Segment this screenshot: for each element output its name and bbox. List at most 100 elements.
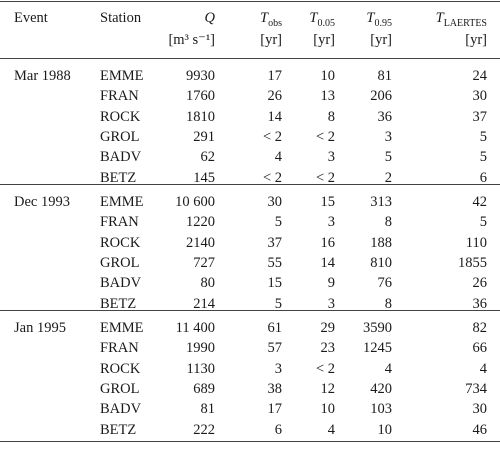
value-cell: 1245: [363, 340, 392, 357]
value-cell: 3: [327, 214, 335, 231]
value-cell: 12: [320, 380, 336, 397]
value-cell: 37: [472, 108, 488, 125]
value-cell: 110: [465, 234, 487, 251]
column-subscript: LAERTES: [443, 17, 487, 29]
value-cell: 66: [472, 340, 488, 357]
value-cell: 222: [193, 421, 215, 438]
value-cell: 10: [320, 68, 336, 84]
value-cell: 57: [267, 340, 283, 357]
column-symbol: T0.95: [366, 10, 393, 29]
value-cell: 420: [370, 380, 392, 397]
value-cell: 9930: [186, 68, 215, 84]
value-cell: 6: [274, 421, 282, 438]
value-cell: 17: [267, 68, 283, 84]
column-unit: [yr]: [260, 32, 282, 48]
station-cell: GROL: [100, 254, 140, 271]
header-cell: TLAERTES: [435, 9, 487, 29]
value-cell: 80: [200, 275, 216, 292]
value-cell: 9: [327, 275, 335, 292]
value-cell: 16: [320, 234, 336, 251]
value-cell: 4: [327, 421, 335, 438]
value-cell: 42: [472, 194, 488, 210]
value-cell: < 2: [315, 360, 335, 377]
value-cell: 1220: [186, 214, 215, 231]
value-cell: 4: [479, 360, 487, 377]
group-rule: [0, 310, 500, 311]
value-cell: 8: [327, 108, 335, 125]
value-cell: 11 400: [175, 320, 215, 336]
bottom-rule: [0, 441, 500, 442]
header-cell: Q: [205, 9, 215, 27]
value-cell: 23: [320, 340, 336, 357]
value-cell: 214: [193, 295, 215, 312]
header-rule: [0, 58, 500, 59]
value-cell: 30: [472, 88, 488, 105]
value-cell: 10: [377, 421, 393, 438]
value-cell: 188: [370, 234, 392, 251]
header-cell: Station: [100, 10, 142, 26]
header-cell: T0.05: [309, 9, 336, 29]
value-cell: 30: [472, 401, 488, 418]
value-cell: 26: [267, 88, 283, 105]
column-subscript: 0.05: [317, 17, 336, 29]
header-cell: Event: [14, 10, 48, 26]
event-cell: Dec 1993: [14, 194, 70, 210]
value-cell: 37: [267, 234, 283, 251]
value-cell: 1130: [186, 360, 215, 377]
value-cell: 15: [267, 275, 283, 292]
value-cell: 145: [193, 169, 215, 186]
station-cell: ROCK: [100, 108, 141, 125]
value-cell: 62: [200, 149, 216, 166]
value-cell: 1990: [186, 340, 215, 357]
value-cell: 4: [384, 360, 392, 377]
station-cell: FRAN: [100, 88, 139, 105]
header-cell: Tobs: [260, 9, 282, 29]
column-subscript: 0.95: [374, 17, 393, 29]
column-unit: [yr]: [370, 32, 392, 48]
value-cell: 24: [472, 68, 488, 84]
value-cell: 3: [274, 360, 282, 377]
station-cell: ROCK: [100, 234, 141, 251]
value-cell: 36: [377, 108, 393, 125]
value-cell: 8: [384, 214, 392, 231]
station-cell: EMME: [100, 68, 144, 84]
value-cell: 82: [472, 320, 488, 336]
value-cell: 81: [377, 68, 393, 84]
value-cell: 3: [327, 295, 335, 312]
value-cell: 291: [193, 128, 215, 145]
value-cell: < 2: [315, 128, 335, 145]
station-cell: BADV: [100, 401, 142, 418]
station-cell: GROL: [100, 128, 140, 145]
station-cell: BADV: [100, 275, 142, 292]
value-cell: 15: [320, 194, 336, 210]
value-cell: 3: [327, 149, 335, 166]
value-cell: < 2: [315, 169, 335, 186]
header-cell: T0.95: [366, 9, 393, 29]
value-cell: 5: [479, 214, 487, 231]
value-cell: 3590: [363, 320, 392, 336]
station-cell: GROL: [100, 380, 140, 397]
value-cell: < 2: [262, 128, 282, 145]
value-cell: 76: [377, 275, 393, 292]
value-cell: 6: [479, 169, 487, 186]
value-cell: 1760: [186, 88, 215, 105]
station-cell: BETZ: [100, 295, 137, 312]
value-cell: 313: [370, 194, 392, 210]
value-cell: 46: [472, 421, 488, 438]
value-cell: 734: [465, 380, 487, 397]
station-cell: FRAN: [100, 340, 139, 357]
value-cell: 55: [267, 254, 283, 271]
value-cell: 38: [267, 380, 283, 397]
value-cell: 810: [370, 254, 392, 271]
event-cell: Jan 1995: [14, 320, 66, 336]
column-unit: [m³ s⁻¹]: [168, 32, 215, 48]
value-cell: 5: [479, 128, 487, 145]
value-cell: 727: [193, 254, 215, 271]
value-cell: 689: [193, 380, 215, 397]
value-cell: 26: [472, 275, 488, 292]
value-cell: 36: [472, 295, 488, 312]
station-cell: BETZ: [100, 421, 137, 438]
column-symbol: TLAERTES: [435, 10, 487, 29]
value-cell: 5: [274, 295, 282, 312]
